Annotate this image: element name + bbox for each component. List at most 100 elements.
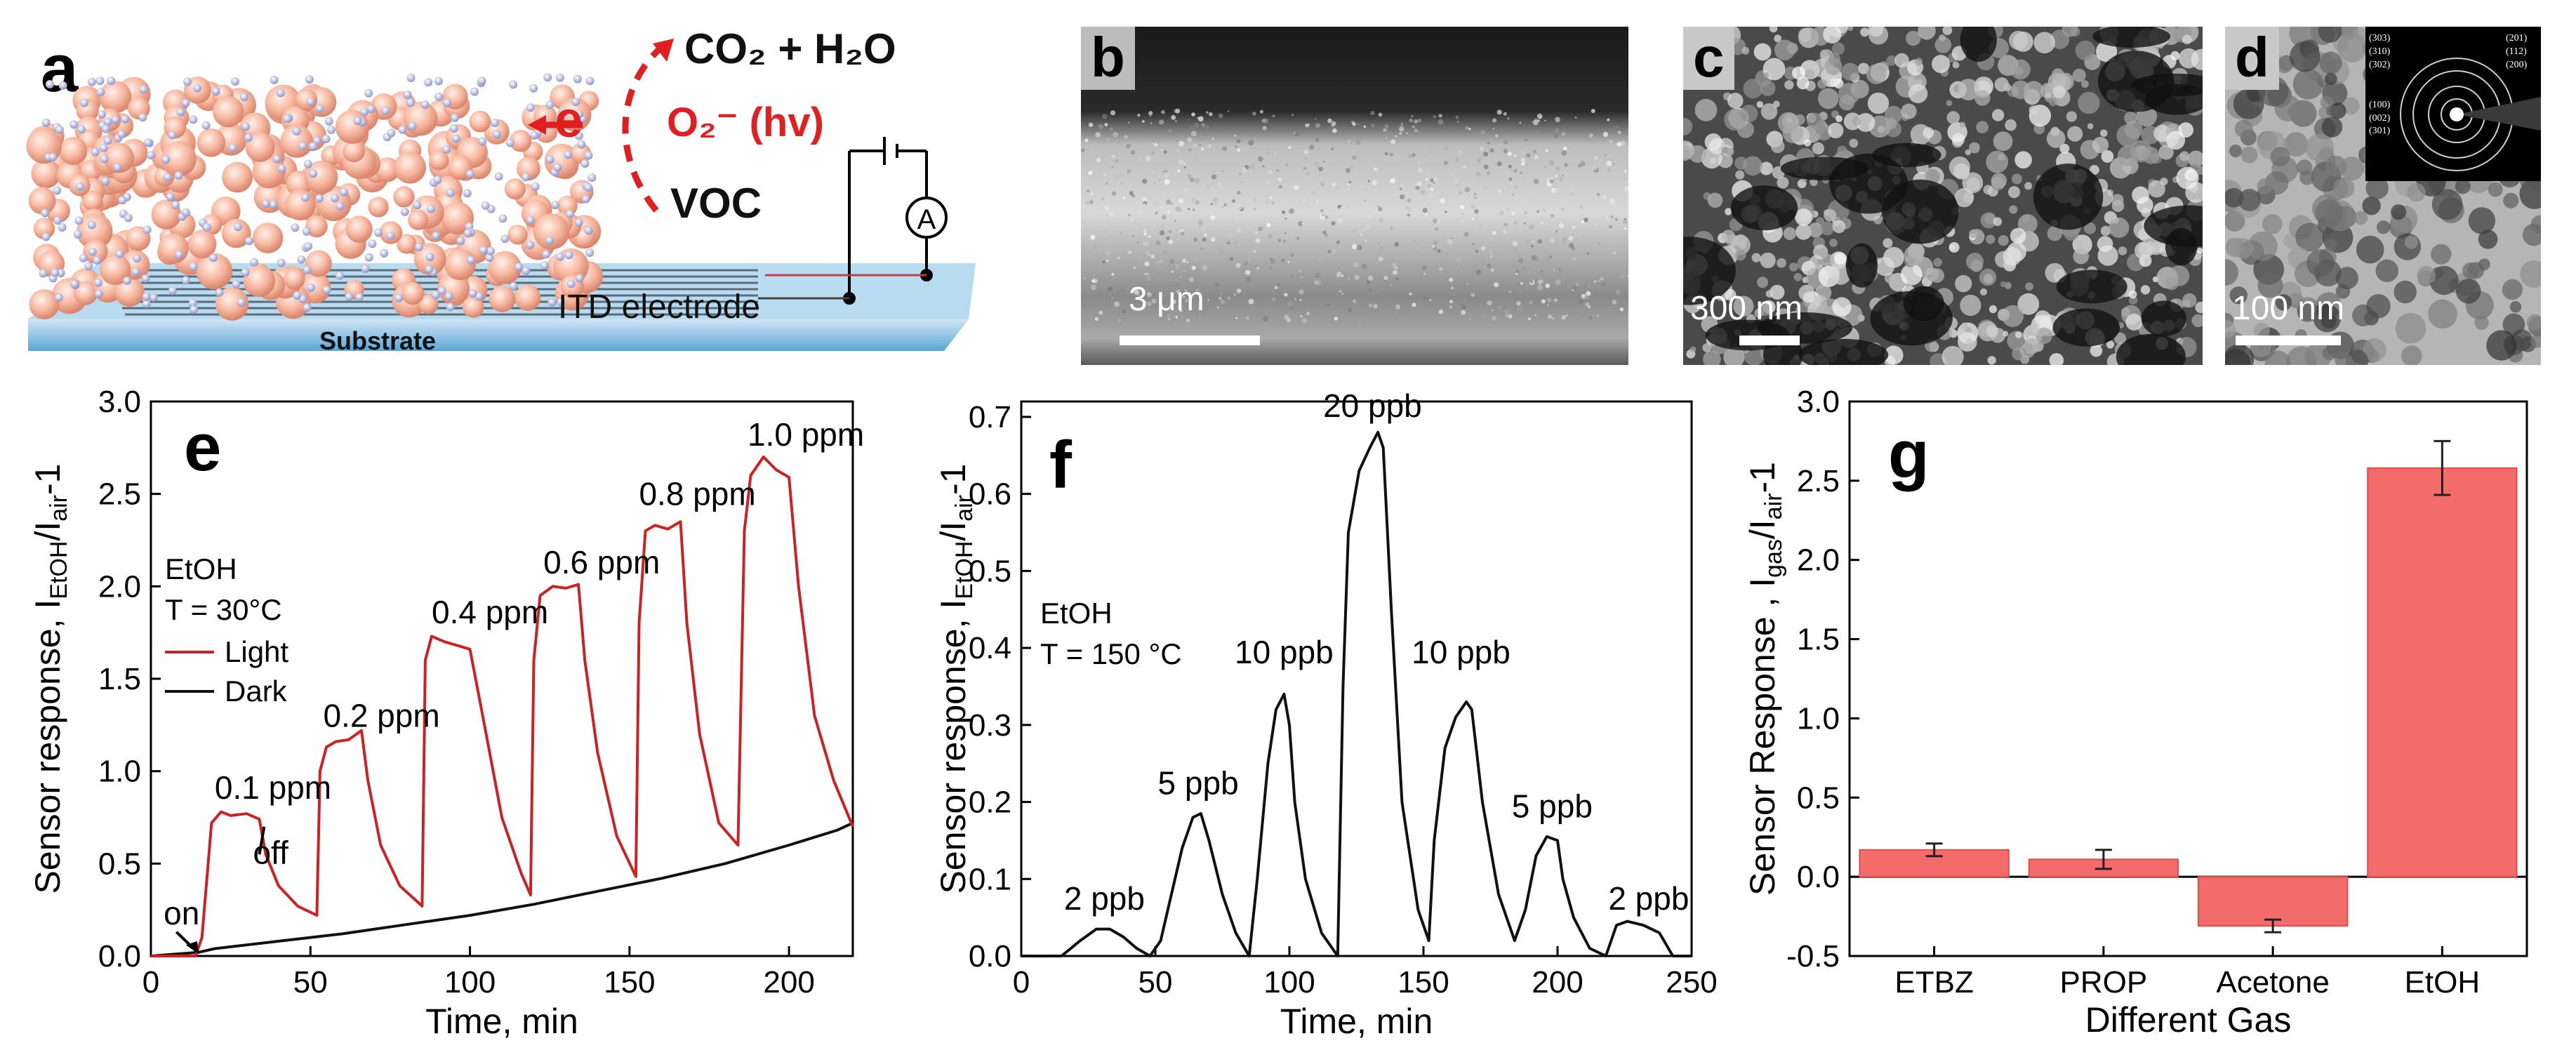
sem-texture [1701,147,1722,169]
sem-texture [1407,198,1412,203]
sem-texture [2052,68,2064,81]
gas-molecule [543,73,552,82]
tem-particle [2431,244,2452,265]
sem-texture [1331,221,1336,226]
nanoparticle [345,215,373,243]
sem-texture [1875,257,1895,277]
sem-texture [1804,69,1815,79]
sem-texture [1345,168,1350,173]
sem-texture [1619,307,1624,312]
sem-texture [1795,223,1812,240]
sem-texture [1439,267,1443,272]
sem-texture [1303,166,1306,170]
sem-texture [1986,234,1996,244]
sem-texture [1253,198,1256,201]
gas-molecule [424,78,433,87]
sem-texture [1395,304,1400,310]
sem-texture [2100,225,2111,237]
sem-texture [2109,217,2130,238]
sem-texture [1191,164,1193,166]
gas-molecule [303,303,312,312]
sem-texture [1378,112,1383,117]
sem-texture [1518,255,1522,258]
sem-texture [1395,315,1399,320]
sem-texture [1446,317,1450,321]
sem-texture [1565,268,1567,270]
sem-texture [2128,290,2137,299]
sem-texture [2027,324,2040,336]
tem-particle [2321,117,2343,138]
sem-texture [1142,197,1147,202]
sem-texture [1526,153,1531,158]
sem-texture [2076,240,2083,246]
sem-texture [1520,158,1525,162]
sem-texture [1362,227,1367,232]
gas-molecule [505,138,514,147]
sem-texture [1451,286,1454,290]
sem-texture [1233,293,1237,296]
tem-particle [2407,182,2426,202]
sem-texture [1550,238,1555,243]
sem-texture [1087,190,1089,193]
sem-texture [1307,123,1310,126]
gas-molecule [95,77,105,86]
tem-particle [2478,230,2498,249]
sem-texture [1503,223,1508,227]
sem-texture [1381,247,1383,249]
sem-texture [1689,346,1697,353]
gas-molecule [545,236,554,245]
gas-molecule [233,223,242,232]
sem-texture [1740,105,1758,123]
sem-texture [1518,258,1524,264]
sem-texture [1222,170,1224,172]
sem-texture [1798,284,1815,301]
sem-texture [1133,266,1136,270]
sem-texture [1554,185,1557,188]
sem-texture [1253,137,1257,141]
sem-texture [1266,180,1271,185]
sem-texture [1821,253,1835,267]
sem-texture [1505,312,1510,318]
gas-molecule [211,87,220,96]
sem-texture [1490,268,1494,272]
sem-texture [1290,274,1294,279]
sem-texture [1497,189,1501,194]
sem-texture [2168,265,2190,286]
sem-texture [1149,114,1152,117]
gas-molecule [420,100,430,109]
sem-texture [2196,247,2203,254]
y-tick-label: 2.0 [98,569,141,604]
sem-texture [1400,124,1404,128]
sem-texture [1492,128,1495,130]
sem-texture [1189,177,1195,182]
sem-texture [2132,186,2149,204]
sem-texture [1479,286,1483,290]
sem-texture [1461,310,1466,315]
y-tick-label: 1.5 [98,662,141,696]
tem-particle [2326,105,2337,117]
sem-texture [1197,298,1201,302]
sem-texture [1277,178,1282,182]
on-arrowhead [186,941,199,955]
sem-texture [1520,150,1525,155]
sem-texture [1162,215,1167,220]
sem-texture [1311,190,1316,195]
gas-molecule [98,109,107,119]
sem-texture [1308,145,1315,150]
sem-texture [1204,191,1207,194]
sem-texture [1463,232,1469,237]
sem-texture [1562,237,1567,241]
sem-texture [1130,150,1135,155]
sem-texture [1425,141,1428,144]
sem-texture [1279,185,1282,189]
sem-texture [1104,123,1108,127]
sem-texture [2170,51,2180,60]
sem-texture [1475,249,1478,253]
gas-molecule [500,234,510,244]
sem-texture [1743,156,1762,176]
tem-particle [2335,267,2358,290]
sem-texture [1689,145,1706,163]
sem-texture [1121,265,1125,269]
gas-molecule [361,264,370,273]
sem-texture [1463,297,1465,299]
